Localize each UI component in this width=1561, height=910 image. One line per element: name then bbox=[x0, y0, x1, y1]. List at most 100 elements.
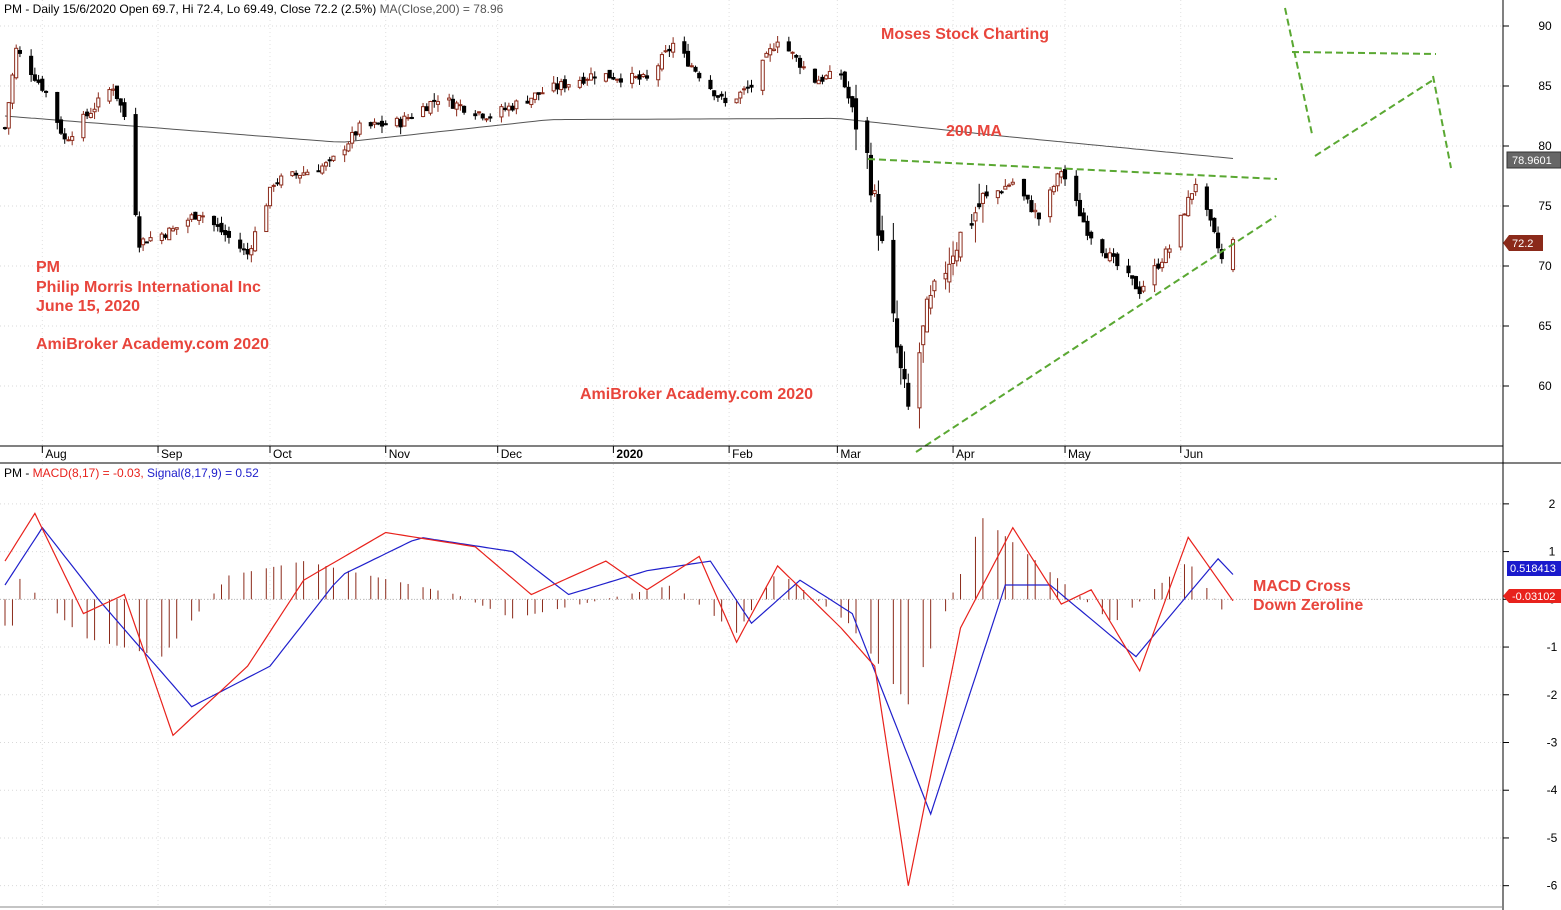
candle-body bbox=[223, 230, 228, 236]
candle-body bbox=[432, 99, 437, 102]
candle-body bbox=[29, 55, 34, 75]
candle-body bbox=[111, 88, 116, 91]
candle-body bbox=[305, 171, 310, 176]
candle-body bbox=[1126, 265, 1131, 274]
month-labels: Aug Sep Oct Nov Dec 2020 Feb Mar Apr May Jun bbox=[41, 446, 1203, 461]
candle-body bbox=[551, 82, 556, 92]
projection-line-3 bbox=[1314, 79, 1434, 157]
candle-body bbox=[2, 127, 8, 130]
candle-body bbox=[1048, 189, 1053, 218]
candle-body bbox=[1074, 175, 1079, 202]
candle-body bbox=[775, 41, 780, 48]
candle-body bbox=[771, 48, 776, 51]
candle-body bbox=[346, 143, 351, 152]
candle-body bbox=[1230, 239, 1236, 271]
candle-body bbox=[529, 97, 534, 106]
candle-body bbox=[741, 88, 747, 91]
macd-note-line1: MACD Cross bbox=[1253, 578, 1351, 595]
candle-body bbox=[872, 190, 877, 195]
candle-body bbox=[43, 90, 49, 93]
candle-body bbox=[170, 228, 176, 232]
candle-body bbox=[999, 191, 1004, 194]
macd-lines bbox=[4, 512, 1234, 886]
candle-body bbox=[279, 175, 284, 186]
macd-tick-label: -3 bbox=[1547, 736, 1558, 750]
macd-pane[interactable] bbox=[0, 503, 1503, 887]
candle-body bbox=[682, 41, 687, 54]
candle-body bbox=[876, 193, 881, 236]
candle-body bbox=[950, 255, 956, 264]
candle-body bbox=[768, 48, 773, 56]
candle-body bbox=[480, 113, 485, 119]
candle-body bbox=[1059, 171, 1064, 178]
candle-body bbox=[540, 92, 545, 95]
candle-body bbox=[1104, 253, 1109, 259]
candle-body bbox=[167, 227, 172, 241]
candle-body bbox=[424, 106, 429, 112]
candle-body bbox=[947, 263, 952, 283]
candle-body bbox=[764, 52, 769, 58]
candle-body bbox=[133, 114, 138, 216]
candle-body bbox=[790, 51, 795, 54]
candle-body bbox=[1186, 196, 1191, 217]
candle-body bbox=[697, 72, 702, 79]
candle-body bbox=[525, 100, 530, 104]
candle-body bbox=[353, 131, 358, 136]
candle-body bbox=[368, 122, 373, 127]
candle-body bbox=[1156, 263, 1161, 269]
month-label: Aug bbox=[45, 447, 66, 461]
candle-body bbox=[1182, 213, 1187, 216]
candle-body bbox=[921, 325, 926, 346]
candle-body bbox=[402, 115, 407, 127]
ma-value-tag: 78.9601 bbox=[1506, 151, 1561, 169]
date-annotation: June 15, 2020 bbox=[36, 298, 140, 315]
candle-body bbox=[1133, 276, 1139, 290]
candle-body bbox=[66, 139, 71, 142]
price-axis-ticks: 60 65 70 75 80 85 90 bbox=[1503, 19, 1552, 393]
candle-body bbox=[245, 248, 250, 255]
company-annotation: Philip Morris International Inc bbox=[36, 279, 261, 296]
candle-body bbox=[420, 106, 426, 118]
candle-body bbox=[1085, 220, 1090, 236]
candle-body bbox=[932, 280, 937, 292]
close-value-tag-text: 72.2 bbox=[1512, 238, 1533, 250]
macd-tick-label: -4 bbox=[1547, 783, 1558, 797]
candle-body bbox=[592, 76, 597, 79]
candle-body bbox=[712, 90, 717, 97]
candle-body bbox=[532, 92, 538, 100]
candle-body bbox=[200, 215, 205, 218]
candle-body bbox=[1137, 286, 1142, 295]
price-pane[interactable] bbox=[0, 0, 1503, 907]
watermark-moses: Moses Stock Charting bbox=[881, 26, 1049, 43]
signal-line bbox=[4, 526, 1234, 816]
candle-body bbox=[506, 105, 511, 111]
candle-body bbox=[1167, 248, 1172, 253]
candle-body bbox=[824, 75, 829, 80]
candle-body bbox=[58, 119, 64, 134]
candle-body bbox=[376, 122, 381, 125]
candle-body bbox=[1010, 181, 1015, 185]
candle-body bbox=[238, 239, 243, 249]
candle-body bbox=[1212, 217, 1217, 233]
candle-body bbox=[406, 117, 411, 120]
candle-body bbox=[1025, 194, 1030, 200]
month-label: Dec bbox=[501, 447, 522, 461]
candle-body bbox=[969, 223, 974, 226]
candle-body bbox=[316, 170, 321, 173]
candle-body bbox=[603, 73, 608, 82]
candle-body bbox=[189, 214, 194, 220]
candle-body bbox=[383, 123, 388, 126]
candle-body bbox=[641, 74, 646, 78]
macd-header-prefix: PM - bbox=[4, 466, 33, 480]
candle-body bbox=[1021, 178, 1027, 197]
candle-body bbox=[738, 91, 743, 99]
candle-body bbox=[536, 92, 541, 95]
candle-body bbox=[14, 47, 19, 79]
month-label: May bbox=[1068, 447, 1091, 461]
candle-body bbox=[36, 79, 41, 83]
candle-body bbox=[323, 162, 329, 167]
macd-note-line2: Down Zeroline bbox=[1253, 597, 1363, 614]
candle-body bbox=[249, 248, 254, 256]
